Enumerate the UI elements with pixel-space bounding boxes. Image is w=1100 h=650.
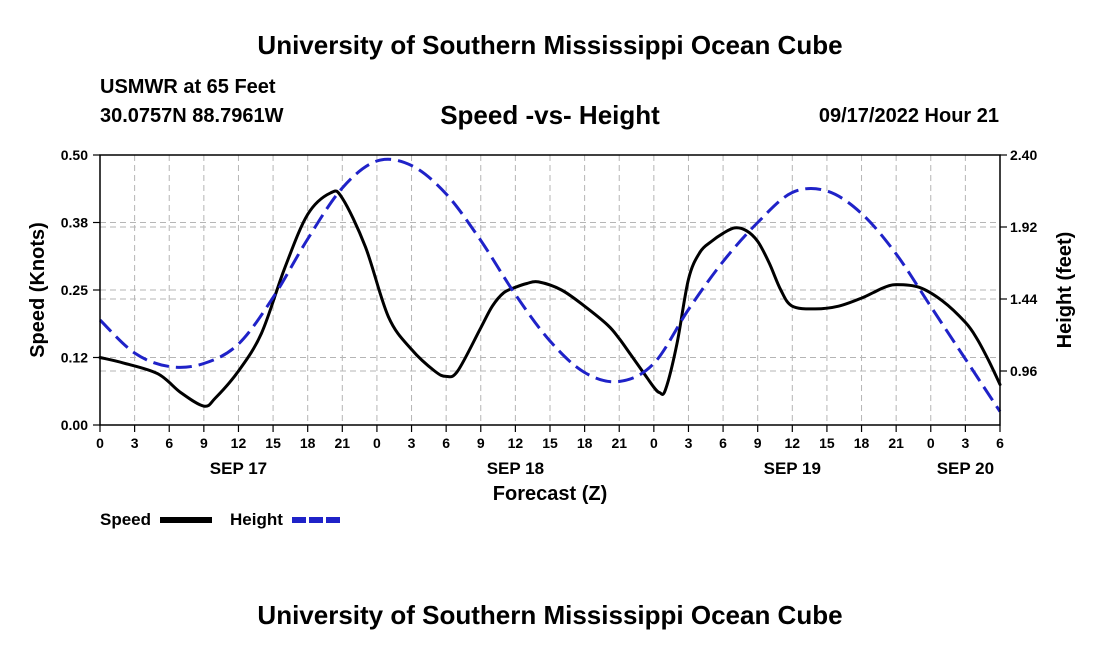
x-tick-label: 18 [854,435,870,451]
x-tick-label: 9 [477,435,485,451]
y-right-tick-label: 0.96 [1010,363,1037,379]
x-tick-label: 3 [408,435,416,451]
legend-height-label: Height [230,510,283,529]
x-tick-label: 12 [231,435,247,451]
x-tick-label: 0 [650,435,658,451]
x-tick-label: 9 [754,435,762,451]
x-tick-label: 3 [961,435,969,451]
date-label: SEP 17 [210,459,267,478]
x-tick-label: 18 [577,435,593,451]
y-axis-left-title: Speed (Knots) [27,222,49,358]
y-right-tick-label: 1.92 [1010,219,1037,235]
x-tick-label: 18 [300,435,316,451]
coordinates-label: 30.0757N 88.7961W [100,105,284,127]
x-tick-label: 0 [96,435,104,451]
grid [100,155,1000,425]
y-left-tick-label: 0.25 [61,282,88,298]
date-label: SEP 19 [764,459,821,478]
x-tick-label: 12 [508,435,524,451]
x-tick-label: 15 [819,435,835,451]
y-left-tick-label: 0.50 [61,147,88,163]
x-tick-label: 12 [785,435,801,451]
x-tick-label: 6 [442,435,450,451]
axes: 0 3 6 9 12 15 18 21 0 3 6 9 12 15 18 21 0 3 6 9 12 15 18 21 0 3 6 0… [61,147,1038,478]
x-tick-label: 6 [996,435,1004,451]
datetime-label: 09/17/2022 Hour 21 [818,105,999,127]
legend: Speed Height [100,510,342,529]
station-label: USMWR at 65 Feet [100,76,276,98]
main-title: University of Southern Mississippi Ocean… [257,30,843,60]
x-tick-label: 21 [611,435,627,451]
x-axis-title: Forecast (Z) [493,483,607,505]
y-left-tick-label: 0.00 [61,417,88,433]
y-axis-right-title: Height (feet) [1054,232,1076,349]
x-tick-label: 21 [888,435,904,451]
y-left-tick-label: 0.38 [61,215,88,231]
x-tick-label: 3 [131,435,139,451]
height-series-line [98,157,1002,413]
series-layer [98,157,1002,413]
y-right-tick-label: 1.44 [1010,291,1037,307]
x-tick-label: 0 [927,435,935,451]
y-right-tick-label: 2.40 [1010,147,1037,163]
date-label: SEP 20 [937,459,994,478]
x-tick-label: 0 [373,435,381,451]
x-tick-label: 15 [265,435,281,451]
date-label: SEP 18 [487,459,544,478]
legend-speed-label: Speed [100,510,151,529]
x-tick-label: 6 [719,435,727,451]
speed-series-line [98,189,1002,408]
x-tick-label: 15 [542,435,558,451]
x-tick-label: 9 [200,435,208,451]
x-tick-label: 6 [165,435,173,451]
footer-title: University of Southern Mississippi Ocean… [257,600,843,630]
x-tick-label: 21 [335,435,351,451]
chart-subtitle: Speed -vs- Height [440,100,660,130]
y-left-tick-label: 0.12 [61,350,88,366]
x-tick-label: 3 [685,435,693,451]
